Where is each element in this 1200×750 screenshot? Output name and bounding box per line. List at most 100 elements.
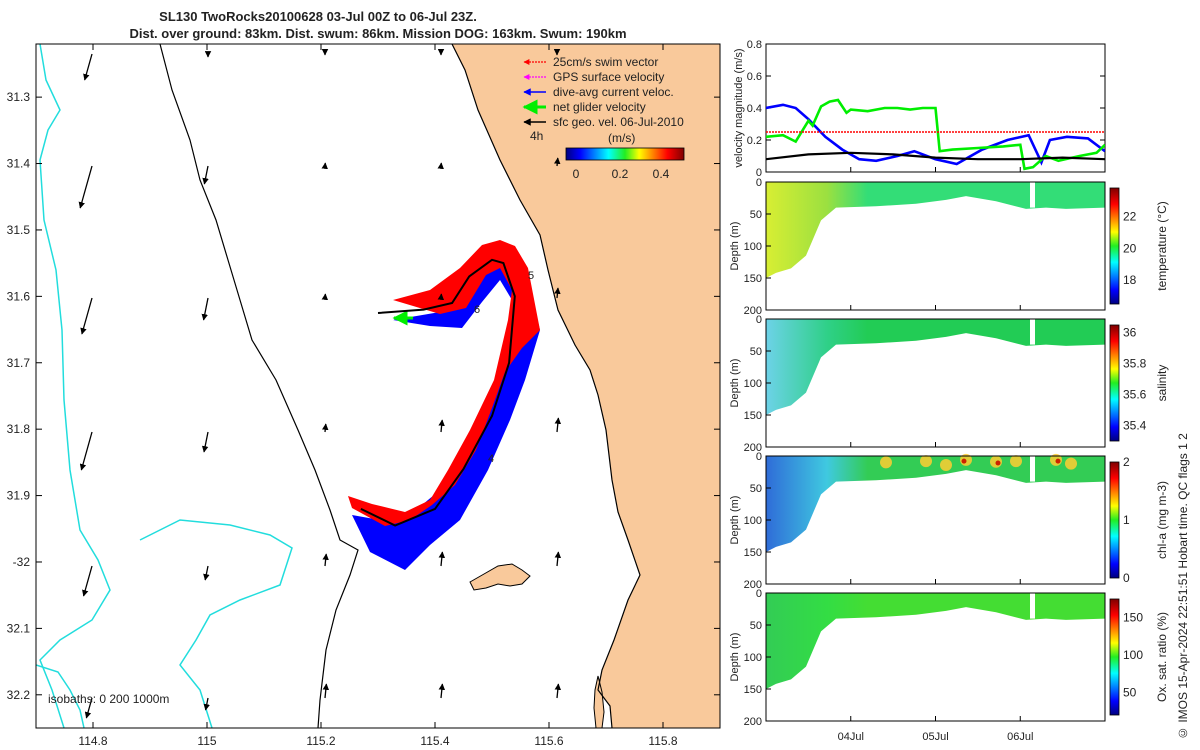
geo-velocity-arrow xyxy=(78,165,93,209)
map-ytick-label: 31.3 xyxy=(7,90,31,104)
chla-peak xyxy=(961,458,967,464)
depth-axis-label: Depth (m) xyxy=(729,496,741,545)
chla-hotspot xyxy=(920,455,932,468)
geo-velocity-arrow xyxy=(83,53,93,81)
map-xtick-label: 115.2 xyxy=(306,734,335,748)
colorbar-tick-label: 0 xyxy=(1123,571,1130,585)
map-xtick-label: 114.8 xyxy=(78,734,107,748)
colorbar-tick-label: 18 xyxy=(1123,273,1137,287)
map-ytick-label: 31.6 xyxy=(7,289,31,303)
credit-text: © IMOS 15-Apr-2024 22:51:51 Hobart time.… xyxy=(1176,433,1190,740)
geo-velocity-arrow xyxy=(79,431,93,471)
time-tick-label: 06Jul xyxy=(1007,731,1033,743)
depth-axis-label: Depth (m) xyxy=(729,633,741,682)
map-ytick-label: 32.2 xyxy=(7,688,31,702)
time-axis: 04Jul 05Jul 06Jul xyxy=(838,167,1033,743)
chla-hotspot xyxy=(1010,455,1022,468)
depth-tick-label: 150 xyxy=(744,684,762,696)
map-panel: 5 6 4 114.8 115 115.2 115.4 115.6 115.8 31.33… xyxy=(7,43,721,748)
depth-tick-label: 0 xyxy=(756,177,762,189)
geo-velocity-arrow xyxy=(554,683,562,699)
depth-tick-label: 150 xyxy=(744,410,762,422)
colorbar-tick-label: 36 xyxy=(1123,326,1137,340)
time-step-label: 4h xyxy=(530,129,543,143)
colorbar-tick-label: 50 xyxy=(1123,686,1137,700)
depth-tick-label: 200 xyxy=(744,579,762,591)
map-xtick-label: 115.4 xyxy=(420,734,449,748)
velocity-ylabel: velocity magnitude (m/s) xyxy=(733,48,745,167)
geo-velocity-arrow xyxy=(82,565,93,597)
oxygen-section-field xyxy=(766,593,1105,689)
salinity-section-colorbar xyxy=(1109,324,1120,442)
salinity-section: 0 50 100 150 200 Depth (m) 35.4 35.6 35.8 36 salin… xyxy=(729,314,1169,454)
map-xtick-label: 115.6 xyxy=(534,734,563,748)
track-label-5: 5 xyxy=(528,270,534,282)
velocity-ytick-label: 0 xyxy=(756,167,762,179)
geo-velocity-arrow xyxy=(554,417,562,433)
map-y-axis: 31.3 31.4 31.5 31.6 31.7 31.8 31.9 -32 32.1 32.2 xyxy=(7,90,720,702)
depth-tick-label: 200 xyxy=(744,442,762,454)
geo-velocity-arrow xyxy=(201,297,209,321)
geo-velocity-arrow xyxy=(554,287,561,299)
velocity-ytick-label: 0.4 xyxy=(747,103,762,115)
temperature-section: 0 50 100 150 200 Depth (m) 18 20 22 temperature (… xyxy=(729,177,1169,317)
map-ytick-label: 31.5 xyxy=(7,223,31,237)
depth-tick-label: 50 xyxy=(750,209,762,221)
chla-hotspot xyxy=(1065,457,1077,470)
isobath-legend: isobaths: 0 200 1000m xyxy=(48,692,169,706)
colorbar-unit: (m/s) xyxy=(608,131,635,145)
isobath-200m xyxy=(159,44,359,728)
geo-velocity-arrow xyxy=(438,683,446,699)
depth-axis-label: Depth (m) xyxy=(729,222,741,271)
glider-track xyxy=(360,258,516,527)
legend-swim: 25cm/s swim vector xyxy=(553,55,658,69)
depth-tick-label: 50 xyxy=(750,620,762,632)
chla-section: 0 50 100 150 200 Depth (m) 0 1 2 chl-a (mg m-3) xyxy=(729,451,1169,591)
track-label-4: 4 xyxy=(488,453,494,465)
geo-velocity-arrow xyxy=(553,157,561,167)
colorbar-tick-label: 20 xyxy=(1123,241,1137,255)
depth-tick-label: 100 xyxy=(744,378,762,390)
velocity-ytick-label: 0.2 xyxy=(747,135,762,147)
geo-velocity-arrow xyxy=(84,697,93,719)
depth-tick-label: 0 xyxy=(756,588,762,600)
isobath-1000m xyxy=(39,44,111,728)
geo-velocity-arrow xyxy=(322,683,330,699)
chla-hotspot xyxy=(940,458,952,471)
colorbar-tick-label: 100 xyxy=(1123,648,1143,662)
track-label-6: 6 xyxy=(474,304,480,316)
depth-tick-label: 150 xyxy=(744,547,762,559)
map-xtick-label: 115 xyxy=(197,734,216,748)
map-x-axis: 114.8 115 115.2 115.4 115.6 115.8 xyxy=(78,44,678,748)
colorbar-tick-label: 150 xyxy=(1123,611,1143,625)
depth-tick-label: 200 xyxy=(744,305,762,317)
salinity-section-gap xyxy=(1030,319,1035,345)
isobath-1000m-edge xyxy=(36,664,85,728)
geo-velocity-arrow xyxy=(554,551,562,567)
velocity-ytick-label: 0.6 xyxy=(747,71,762,83)
chla-section-gap xyxy=(1030,456,1035,482)
colorbar-tick-0.2: 0.2 xyxy=(612,167,629,181)
map-legend: 25cm/s swim vector GPS surface velocity … xyxy=(522,55,685,181)
colorbar-tick-0.4: 0.4 xyxy=(653,167,670,181)
depth-tick-label: 150 xyxy=(744,273,762,285)
chla-section-colorbar-label: chl-a (mg m-3) xyxy=(1155,481,1169,559)
legend-geo: sfc geo. vel. 06-Jul-2010 xyxy=(553,115,684,129)
colorbar-tick-label: 35.4 xyxy=(1123,419,1147,433)
geo-velocity-arrow xyxy=(321,423,329,433)
geo-velocity-arrow xyxy=(201,431,209,453)
isobath-1000m-offshoot xyxy=(139,519,293,728)
chla-section-colorbar xyxy=(1109,461,1120,579)
chla-hotspot xyxy=(880,456,892,469)
map-ytick-label: 31.8 xyxy=(7,422,31,436)
salinity-section-colorbar-label: salinity xyxy=(1155,365,1169,402)
oxygen-section-colorbar-label: Ox. sat. ratio (%) xyxy=(1155,612,1169,702)
legend-current: dive-avg current veloc. xyxy=(553,85,674,99)
geo-velocity-arrow xyxy=(80,297,93,335)
depth-axis-label: Depth (m) xyxy=(729,359,741,408)
map-ytick-label: 31.4 xyxy=(7,157,31,171)
geo-velocity-arrow xyxy=(438,551,446,567)
velocity-series-net-glider-velocity xyxy=(766,98,1105,171)
depth-tick-label: 50 xyxy=(750,346,762,358)
